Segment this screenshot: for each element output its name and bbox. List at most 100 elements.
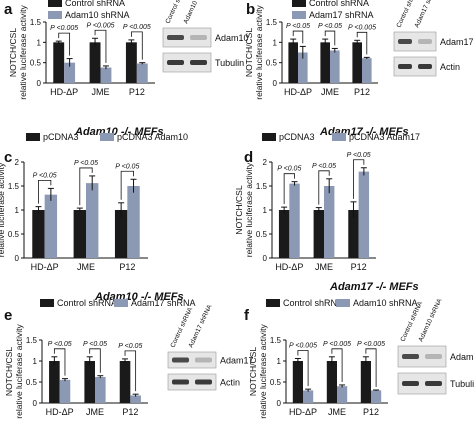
blot-row-label: Adam10 <box>450 352 474 362</box>
bar-adam10-shrna <box>64 62 76 83</box>
bar-control-shrna <box>292 361 303 403</box>
p-value-label: P <0.005 <box>357 341 385 348</box>
y-tick-label: 1.5 <box>270 336 282 345</box>
p-value-label: P <0.05 <box>83 341 107 348</box>
bar-control-shrna <box>352 42 362 83</box>
bar-pcdna3 <box>32 210 45 258</box>
legend-swatch <box>48 0 62 7</box>
y-tick-label: 0.5 <box>26 378 38 387</box>
legend-swatch <box>26 133 40 141</box>
bar-pcdna3 <box>313 210 324 258</box>
bar-adam10-shrna <box>100 67 112 83</box>
p-value-label: P <0.005 <box>87 22 115 29</box>
x-category-label: JME <box>315 262 333 272</box>
bar-pcdna3-adam10 <box>86 183 99 258</box>
blot-row-label: Adam10 <box>215 33 249 43</box>
panel-letter: c <box>4 149 12 166</box>
blot-strip <box>393 31 437 52</box>
bar-control-shrna <box>360 361 371 403</box>
legend-label: Control shRNA <box>65 0 125 8</box>
blot-band <box>425 381 442 386</box>
panel-letter: e <box>4 307 12 324</box>
p-value-label: P <0.05 <box>118 343 142 350</box>
panel-letter: b <box>246 1 255 18</box>
x-category-label: HD-ΔP <box>31 262 59 272</box>
blot-band <box>195 357 212 363</box>
p-value-label: P <0.005 <box>289 342 317 349</box>
bar-control-shrna <box>288 42 298 83</box>
panel-b: b Control shRNA Adam17 shRNA 0 0.5 1 1.5 NOTCH/… <box>244 0 474 100</box>
bar-adam10-shrna <box>136 63 148 83</box>
p-value-label: P <0.05 <box>115 163 139 170</box>
p-value-label: P <0.05 <box>312 163 336 170</box>
blot-strip <box>393 56 437 77</box>
bar-adam17-shrna <box>130 395 141 403</box>
significance-bracket <box>292 30 304 44</box>
blot-band <box>167 60 184 65</box>
blot-strip <box>167 351 217 369</box>
p-value-label: P <0.005 <box>123 24 151 31</box>
blot-row-label: Actin <box>440 62 460 72</box>
p-value-label: P <0.05 <box>318 23 342 30</box>
y-axis-label: relative luciferase activity <box>0 162 6 257</box>
blot-band <box>190 35 207 40</box>
p-value-label: P <0.05 <box>286 23 310 30</box>
legend-swatch <box>114 299 128 307</box>
x-category-label: P12 <box>354 87 370 97</box>
y-tick-label: 1 <box>277 357 282 366</box>
panel-title: Adam17 -/- MEFs <box>329 281 419 293</box>
bar-adam17-shrna <box>95 376 106 403</box>
blot-strip <box>397 345 447 368</box>
bar-pcdna3-adam10 <box>44 194 58 258</box>
blot-lane-header: Adam10 shRNA <box>182 0 208 25</box>
x-category-label: JME <box>321 87 339 97</box>
significance-bracket <box>53 348 66 376</box>
significance-bracket <box>58 32 71 56</box>
y-tick-label: 0 <box>15 254 20 263</box>
significance-bracket <box>120 170 134 200</box>
significance-bracket <box>89 348 101 373</box>
p-value-label: P <0.05 <box>33 172 57 179</box>
y-tick-label: 1 <box>263 206 268 215</box>
significance-bracket <box>94 29 107 63</box>
legend-swatch <box>292 0 306 7</box>
panel-title: Adam10 -/- MEFs <box>74 126 164 138</box>
panel-a: a Control shRNA Adam10 shRNA 0 0.5 1 1.5 NOTCH/… <box>4 0 249 100</box>
y-tick-label: 0 <box>33 399 38 408</box>
bar-pcdna3-adam10 <box>127 186 140 258</box>
x-category-label: HD-ΔP <box>46 407 74 417</box>
bar-pcdna3 <box>114 210 128 258</box>
p-value-label: P <0.05 <box>74 160 98 167</box>
y-axis-label: relative luciferase activity <box>18 5 28 100</box>
y-tick-label: 1.5 <box>26 336 38 345</box>
significance-bracket <box>353 159 365 199</box>
significance-bracket <box>318 170 330 205</box>
blot-band <box>425 354 442 359</box>
blot-strip <box>162 27 212 48</box>
bar-adam17-shrna <box>298 52 308 83</box>
x-category-label: JME <box>328 407 346 417</box>
y-tick-label: 1 <box>33 357 38 366</box>
blot-row-label: Adam17 <box>440 37 474 47</box>
bar-adam10-shrna <box>337 386 348 403</box>
y-tick-label: 0.5 <box>256 230 268 239</box>
bar-control-shrna <box>53 42 65 83</box>
legend-label: pCDNA3 <box>43 132 79 142</box>
legend-swatch <box>292 11 306 19</box>
y-tick-label: 1.5 <box>30 18 42 27</box>
x-category-label: JME <box>77 262 95 272</box>
legend-label: Control shRNA <box>309 0 369 8</box>
significance-bracket <box>38 180 52 204</box>
legend-swatch <box>100 133 114 141</box>
blot-band <box>402 381 419 386</box>
blot-band <box>398 64 412 69</box>
blot-row-label: Tubulin <box>450 379 474 389</box>
legend-label: Control shRNA <box>57 298 117 308</box>
y-tick-label: 0 <box>263 254 268 263</box>
legend-swatch <box>266 299 280 307</box>
x-category-label: P12 <box>363 407 379 417</box>
